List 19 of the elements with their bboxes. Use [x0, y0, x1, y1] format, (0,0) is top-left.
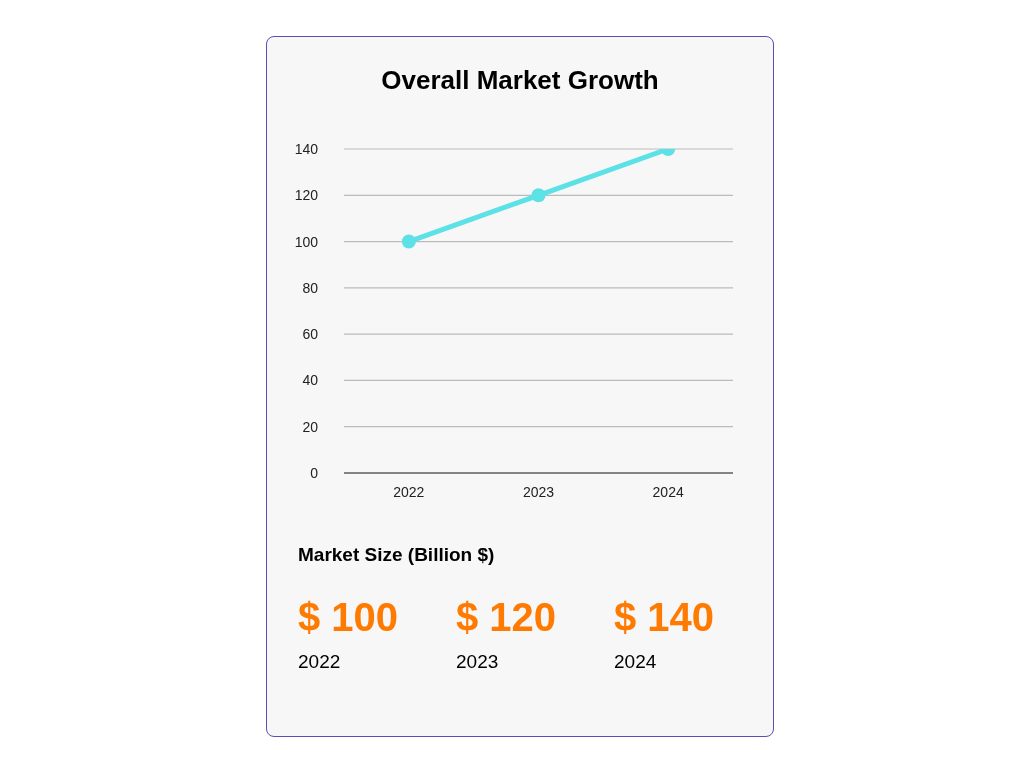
data-label: $ 140 [614, 594, 715, 641]
data-label: $ 100 [298, 594, 399, 641]
x-tick-label: 2023 [522, 483, 555, 500]
x-tick-label: 2024 [652, 483, 684, 500]
text: Market Size (Billion $) [298, 544, 495, 566]
y-tick-label: 100 [294, 233, 319, 250]
y-tick-label: 80 [302, 279, 319, 296]
y-tick-label: 40 [302, 372, 319, 389]
y-tick-label: 120 [294, 187, 319, 204]
y-tick-label: 60 [302, 326, 319, 343]
y-tick-label: 0 [310, 464, 319, 481]
x-tick-label: 2022 [393, 483, 425, 500]
data-label: $ 120 [456, 594, 557, 641]
category-label: 2024 [614, 651, 657, 672]
y-tick-label: 20 [302, 418, 319, 435]
chart-title: Overall Market Growth [380, 65, 660, 96]
category-label: 2022 [298, 651, 341, 672]
y-tick-label: 140 [294, 140, 319, 157]
category-label: 2023 [456, 651, 499, 672]
